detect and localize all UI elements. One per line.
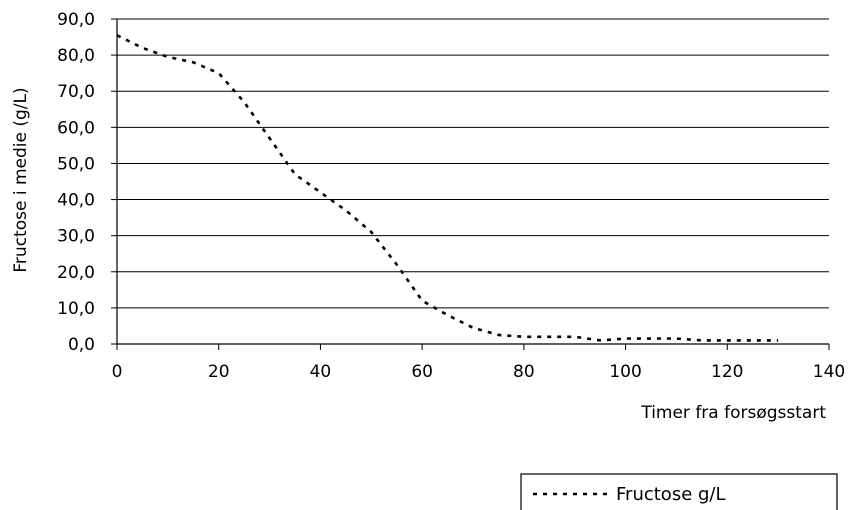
series-layer	[116, 34, 779, 342]
x-tick-label: 120	[711, 362, 743, 382]
y-tick-label: 20,0	[57, 263, 95, 283]
y-tick-label: 0,0	[68, 335, 95, 355]
series-line-fructose	[116, 34, 779, 342]
y-tick-label: 50,0	[57, 154, 95, 174]
legend: Fructose g/L	[520, 473, 838, 510]
gridlines	[111, 18, 830, 350]
legend-box	[520, 473, 838, 510]
x-tick-label: 100	[609, 362, 641, 382]
x-tick-label: 20	[208, 362, 230, 382]
y-tick-label: 10,0	[57, 299, 95, 319]
legend-label: Fructose g/L	[616, 484, 726, 505]
x-tick-label: 0	[112, 362, 123, 382]
x-tick-label: 140	[813, 362, 845, 382]
y-tick-label: 40,0	[57, 191, 95, 211]
y-tick-labels: 0,0 10,0 20,0 30,0 40,0 50,0 60,0 70,0 80,0 90,0	[57, 10, 95, 355]
x-tick-label: 80	[513, 362, 535, 382]
y-tick-label: 80,0	[57, 46, 95, 66]
y-tick-label: 70,0	[57, 82, 95, 102]
y-tick-label: 30,0	[57, 227, 95, 247]
x-tick-labels: 0 20 40 60 80 100 120 140	[112, 362, 846, 382]
y-tick-label: 90,0	[57, 10, 95, 30]
y-tick-label: 60,0	[57, 118, 95, 138]
x-tick-label: 60	[411, 362, 433, 382]
x-axis-title: Timer fra forsøgsstart	[640, 403, 826, 423]
x-tick-label: 40	[310, 362, 332, 382]
y-axis-title: Fructose i medie (g/L)	[11, 87, 31, 272]
